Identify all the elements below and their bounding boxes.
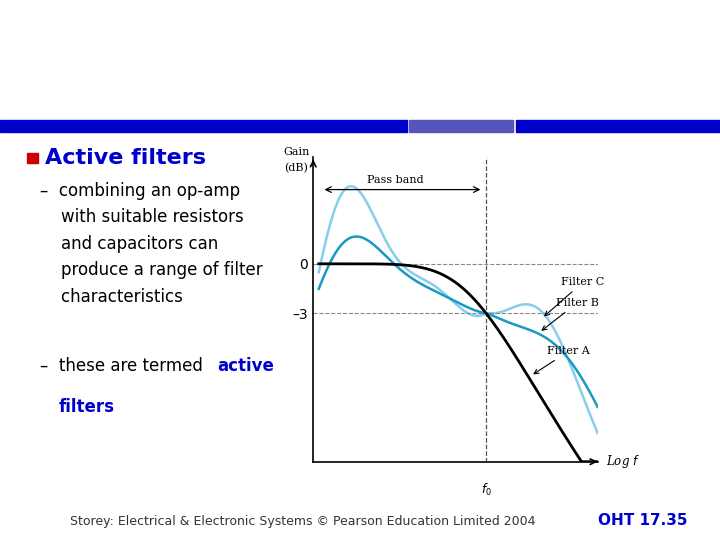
Text: Log $f$: Log $f$ (606, 453, 640, 470)
Text: Pass band: Pass band (367, 174, 424, 185)
Text: (dB): (dB) (284, 163, 308, 173)
Text: Storey: Electrical & Electronic Systems © Pearson Education Limited 2004: Storey: Electrical & Electronic Systems … (70, 515, 535, 528)
Text: filters: filters (59, 398, 115, 416)
Bar (27, 153, 38, 163)
Text: active: active (217, 357, 274, 375)
Text: Filter B: Filter B (542, 298, 598, 330)
Bar (409, 120, 513, 132)
Bar (0, 120, 407, 132)
Bar (516, 120, 720, 132)
Text: OHT 17.35: OHT 17.35 (598, 513, 688, 528)
Text: Active filters: Active filters (45, 148, 206, 168)
Text: $f_0$: $f_0$ (481, 482, 492, 497)
Text: –  combining an op-amp
    with suitable resistors
    and capacitors can
    pr: – combining an op-amp with suitable resi… (40, 182, 262, 306)
Text: Filter C: Filter C (545, 277, 605, 316)
Text: Filter A: Filter A (534, 346, 590, 374)
Text: Gain: Gain (283, 146, 310, 157)
Text: –  these are termed: – these are termed (40, 357, 208, 375)
